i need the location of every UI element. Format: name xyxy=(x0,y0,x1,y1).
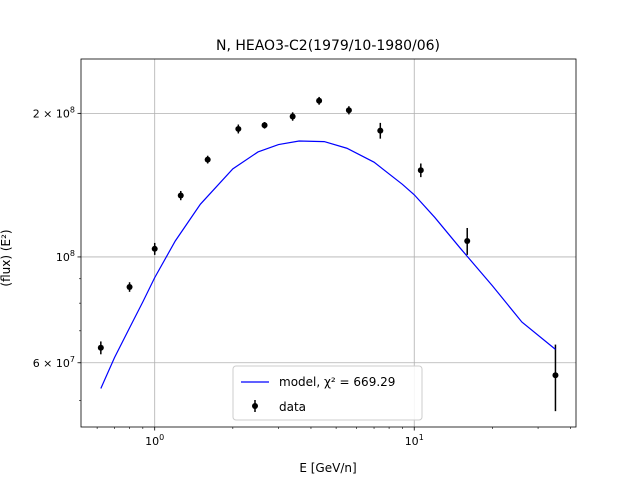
x-tick-label: 100 xyxy=(145,433,164,448)
data-point xyxy=(289,113,296,120)
data-point xyxy=(377,127,384,134)
plot-frame xyxy=(80,58,577,428)
data-point xyxy=(261,122,268,129)
data-point xyxy=(151,245,158,252)
data-point xyxy=(235,125,242,132)
data-point xyxy=(552,372,559,379)
model-line xyxy=(100,140,556,389)
legend-model-label: model, χ² = 669.29 xyxy=(279,375,395,389)
y-tick-label: 6 × 107 xyxy=(33,355,75,370)
x-tick-label: 101 xyxy=(405,433,424,448)
data-point xyxy=(204,156,211,163)
legend-data-marker xyxy=(252,403,258,409)
data-point xyxy=(97,344,104,351)
y-tick-label: 2 × 108 xyxy=(33,105,75,120)
grid xyxy=(81,59,576,427)
data-point xyxy=(126,283,133,290)
y-axis-ticks: 6 × 107 108 2 × 108 xyxy=(33,105,81,370)
legend: model, χ² = 669.29 data xyxy=(232,365,423,421)
chart-title: N, HEAO3-C2(1979/10-1980/06) xyxy=(216,38,440,54)
legend-box xyxy=(232,365,423,421)
legend-data-label: data xyxy=(279,400,306,414)
plot-content xyxy=(97,96,559,412)
y-axis-label: (flux) (E²) xyxy=(0,229,13,286)
x-axis-ticks: 100 101 xyxy=(145,427,424,448)
data-point xyxy=(464,237,471,244)
data-point xyxy=(316,97,323,104)
data-point xyxy=(177,192,184,199)
y-tick-label: 108 xyxy=(56,249,75,264)
data-point xyxy=(345,107,352,114)
data-point xyxy=(417,167,424,174)
x-axis-label: E [GeV/n] xyxy=(299,461,356,475)
